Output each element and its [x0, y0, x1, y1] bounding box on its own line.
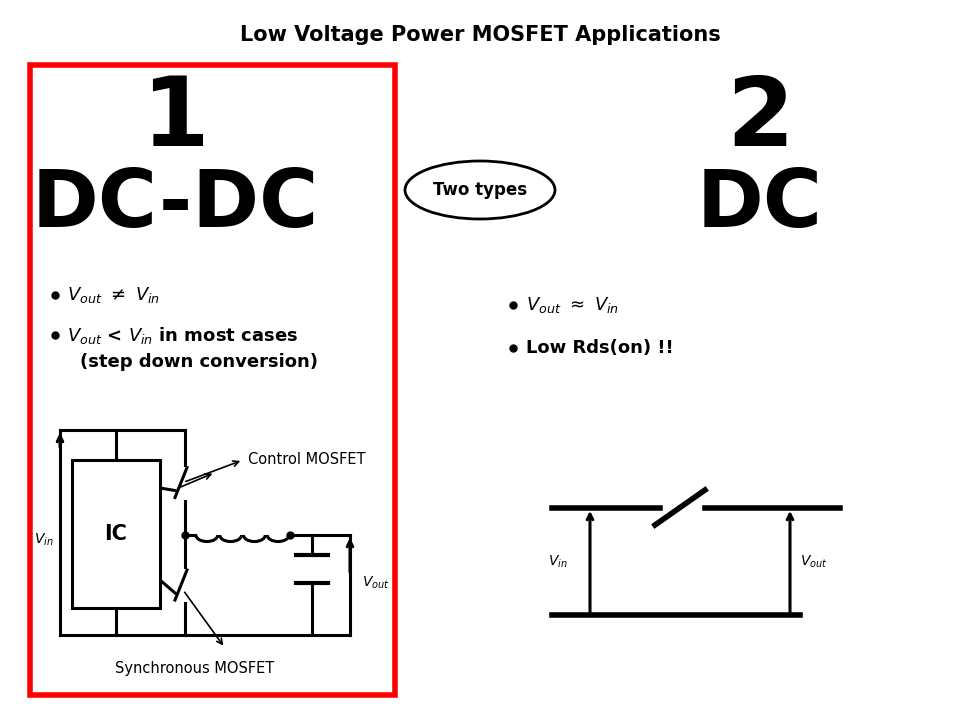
Text: $V_{out}$ $\approx$ $V_{in}$: $V_{out}$ $\approx$ $V_{in}$: [526, 295, 619, 315]
Text: $V_{out}$: $V_{out}$: [800, 554, 828, 570]
Bar: [30, 65, 395, 695]
Text: DC-DC: DC-DC: [32, 166, 319, 244]
Text: Synchronous MOSFET: Synchronous MOSFET: [115, 660, 275, 675]
Bar: [72, 460, 160, 608]
Text: Low Voltage Power MOSFET Applications: Low Voltage Power MOSFET Applications: [240, 25, 720, 45]
Text: Two types: Two types: [433, 181, 527, 199]
Text: $V_{out}$ < $V_{in}$ in most cases: $V_{out}$ < $V_{in}$ in most cases: [67, 325, 298, 346]
Text: Low Rds(on) !!: Low Rds(on) !!: [526, 339, 674, 357]
Text: $V_{out}$: $V_{out}$: [362, 575, 390, 591]
Text: $V_{in}$: $V_{in}$: [548, 554, 568, 570]
Text: 1: 1: [141, 73, 209, 166]
Text: IC: IC: [105, 524, 128, 544]
Text: 2: 2: [726, 73, 794, 166]
Text: (step down conversion): (step down conversion): [80, 353, 318, 371]
Text: Control MOSFET: Control MOSFET: [248, 452, 366, 467]
Text: $V_{in}$: $V_{in}$: [35, 532, 54, 548]
Text: DC: DC: [697, 166, 823, 244]
Ellipse shape: [405, 161, 555, 219]
Text: $V_{out}$ $\neq$ $V_{in}$: $V_{out}$ $\neq$ $V_{in}$: [67, 285, 160, 305]
